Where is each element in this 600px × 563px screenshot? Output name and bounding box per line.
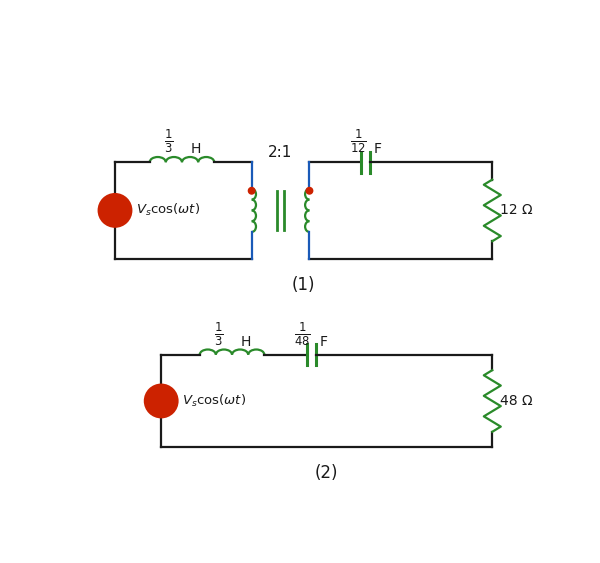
Text: $-$: $-$	[156, 402, 166, 412]
Text: 2:1: 2:1	[268, 145, 293, 160]
Text: H: H	[190, 142, 201, 157]
Text: $V_s\cos(\omega t)$: $V_s\cos(\omega t)$	[136, 202, 200, 218]
Text: F: F	[374, 142, 382, 157]
Text: $V_s\cos(\omega t)$: $V_s\cos(\omega t)$	[182, 393, 246, 409]
Circle shape	[306, 187, 313, 194]
Text: 12 Ω: 12 Ω	[500, 203, 533, 217]
Text: $+$: $+$	[110, 198, 119, 209]
Text: $\frac{1}{3}$: $\frac{1}{3}$	[164, 128, 173, 155]
Text: $\frac{1}{48}$: $\frac{1}{48}$	[295, 320, 311, 348]
Circle shape	[145, 385, 178, 417]
Text: (1): (1)	[292, 276, 316, 294]
Text: $\frac{1}{12}$: $\frac{1}{12}$	[350, 128, 367, 155]
Text: $\sim$: $\sim$	[154, 395, 168, 408]
Text: 48 Ω: 48 Ω	[500, 394, 533, 408]
Circle shape	[99, 194, 131, 226]
Text: $+$: $+$	[157, 389, 166, 400]
Circle shape	[248, 187, 255, 194]
Text: F: F	[320, 335, 328, 349]
Text: $\sim$: $\sim$	[108, 204, 122, 217]
Text: (2): (2)	[315, 464, 338, 482]
Text: $-$: $-$	[110, 212, 120, 221]
Text: $\frac{1}{3}$: $\frac{1}{3}$	[214, 320, 223, 348]
Text: H: H	[241, 335, 251, 349]
